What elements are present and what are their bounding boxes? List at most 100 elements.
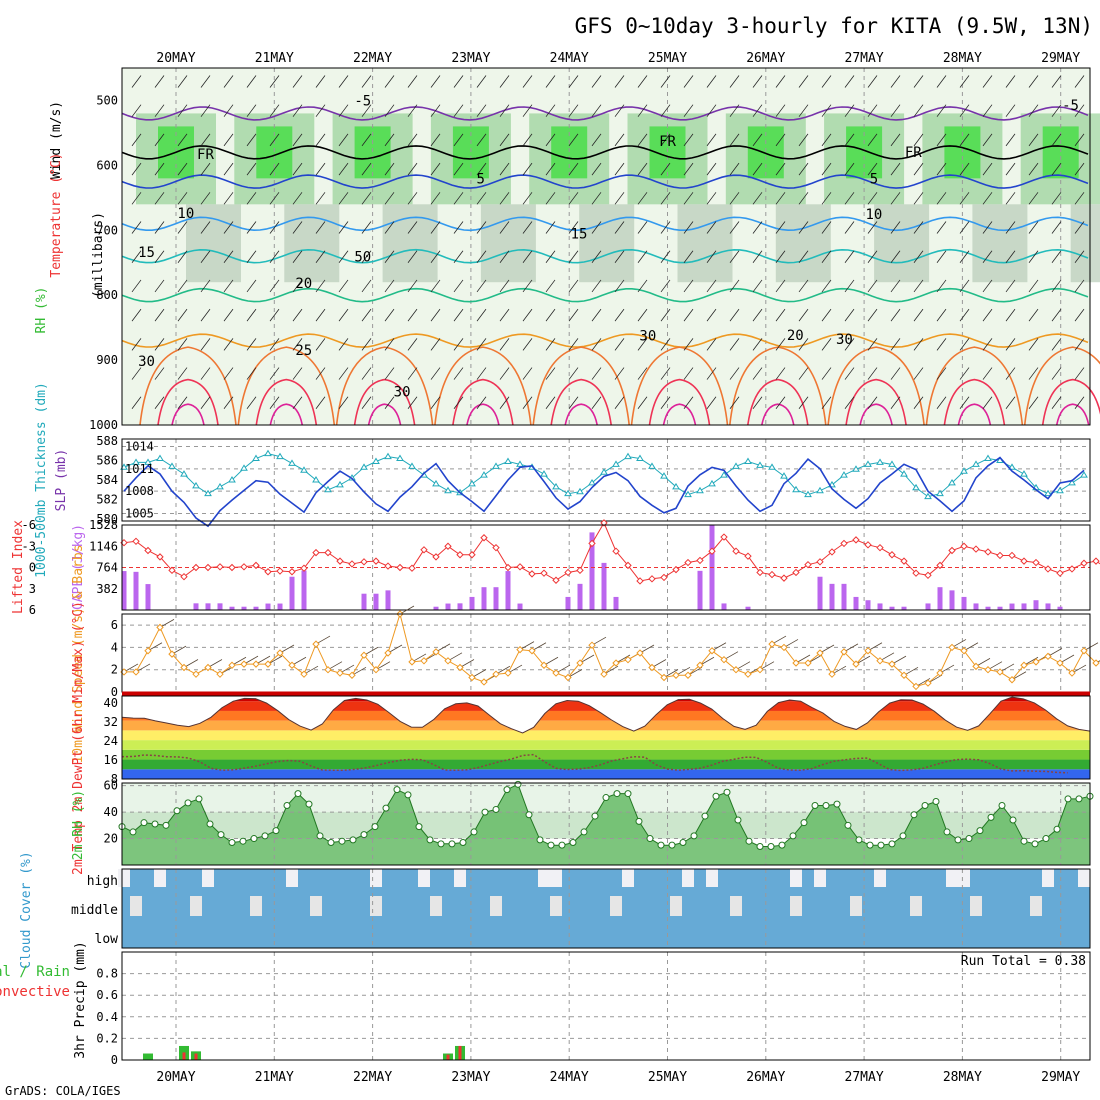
cape-bar	[613, 596, 619, 610]
profile-ytick: 900	[96, 353, 118, 367]
wind-barb	[821, 308, 832, 322]
date-label-top: 26MAY	[746, 51, 785, 66]
wind10m-ytick: 0	[111, 685, 118, 699]
li-point	[804, 560, 812, 569]
wind-barb	[913, 367, 924, 380]
li-point	[228, 563, 236, 572]
temp-ytick: 32	[104, 715, 118, 729]
wind-barb	[568, 192, 579, 205]
rh-point	[206, 820, 214, 828]
wind-barb	[407, 192, 418, 205]
date-label-top: 20MAY	[156, 51, 195, 66]
precip-ytick: 0.6	[96, 988, 118, 1002]
thickness-point	[720, 471, 728, 478]
cloud-bg	[122, 869, 1090, 948]
wind-barb	[223, 104, 234, 117]
wind-barb	[1028, 75, 1039, 88]
wind-barb	[338, 396, 349, 410]
wind-barb	[959, 396, 970, 410]
wind-barb	[867, 192, 878, 205]
li-point	[696, 556, 704, 565]
wind-barb	[844, 250, 855, 263]
wind10m-point	[252, 660, 260, 668]
wind-barb	[798, 367, 809, 380]
date-label-bottom: 29MAY	[1041, 1070, 1080, 1085]
wind-barb	[614, 192, 625, 205]
wind-barb	[522, 338, 533, 351]
rh-point	[415, 823, 423, 831]
li-point	[336, 557, 344, 565]
wind-barb	[890, 250, 901, 263]
wind-barb	[568, 250, 579, 263]
isotherm-hot	[157, 378, 219, 426]
wind-barb	[591, 192, 602, 205]
thickness-point	[864, 460, 872, 467]
contour-label: -5	[354, 94, 371, 110]
wind-barb	[246, 75, 257, 88]
wind-barb	[798, 250, 809, 263]
thickness-ytick: 586	[96, 453, 118, 467]
wind10m-point	[540, 661, 548, 669]
wind-barb	[1051, 104, 1062, 117]
wind-barb	[154, 279, 165, 293]
wind-barb	[476, 162, 487, 176]
wind-barb	[499, 75, 510, 88]
wind-barb	[959, 367, 970, 380]
rh-point	[635, 817, 643, 825]
wind-barb	[200, 162, 211, 176]
wind-barb	[614, 104, 625, 117]
contour-label: 5	[870, 172, 878, 188]
li-point	[840, 539, 848, 548]
wind10m-point	[456, 663, 464, 672]
wind-barb	[200, 367, 211, 380]
thickness-point	[1008, 463, 1016, 470]
wind-barb	[706, 104, 717, 117]
rh-point	[404, 791, 412, 799]
wind-barb	[729, 162, 740, 176]
wind-barb	[637, 367, 648, 380]
cape-bar	[817, 576, 823, 610]
wind-barb	[545, 192, 556, 205]
cloud-gap	[670, 896, 682, 916]
wind-barb	[545, 338, 556, 351]
contour-label: 20	[787, 328, 804, 344]
isotherm-hot	[269, 403, 304, 426]
li-point	[780, 574, 788, 582]
wind-barb	[361, 162, 372, 176]
rh-point	[877, 841, 885, 849]
li-point	[612, 547, 620, 555]
li-point	[672, 565, 680, 574]
wind-barb	[683, 250, 694, 263]
wind-barb	[200, 221, 211, 234]
wind-barb	[315, 221, 326, 234]
wind-barb	[200, 396, 211, 410]
li-point	[1008, 551, 1016, 560]
cloud-level-label: low	[95, 932, 119, 947]
date-label-top: 25MAY	[648, 51, 687, 66]
wind-barb	[591, 338, 602, 351]
wind-barb	[292, 308, 303, 322]
wind-barb	[315, 104, 326, 117]
wind-barb	[614, 221, 625, 234]
thickness-point	[432, 479, 440, 487]
wind-barb	[131, 133, 142, 147]
thickness-point	[900, 470, 908, 477]
rh-point	[657, 841, 665, 849]
wind10m-point	[300, 670, 308, 678]
wind-barb	[384, 279, 395, 293]
wind-barb	[246, 308, 257, 322]
temp-ytick: 24	[104, 734, 118, 748]
rh-point	[305, 800, 313, 808]
li-point	[204, 563, 212, 572]
cloud-gap	[154, 869, 166, 887]
wind-barb	[430, 279, 441, 293]
wind-barb	[292, 133, 303, 147]
wind-barb	[752, 308, 763, 322]
thickness-point	[504, 457, 512, 464]
wind-barb	[798, 396, 809, 410]
precip-legend-total: Total / Rain	[0, 964, 70, 980]
wind-barb	[200, 104, 211, 117]
thickness-point	[576, 487, 584, 495]
wind-barb	[867, 162, 878, 176]
wind-barb	[614, 279, 625, 293]
